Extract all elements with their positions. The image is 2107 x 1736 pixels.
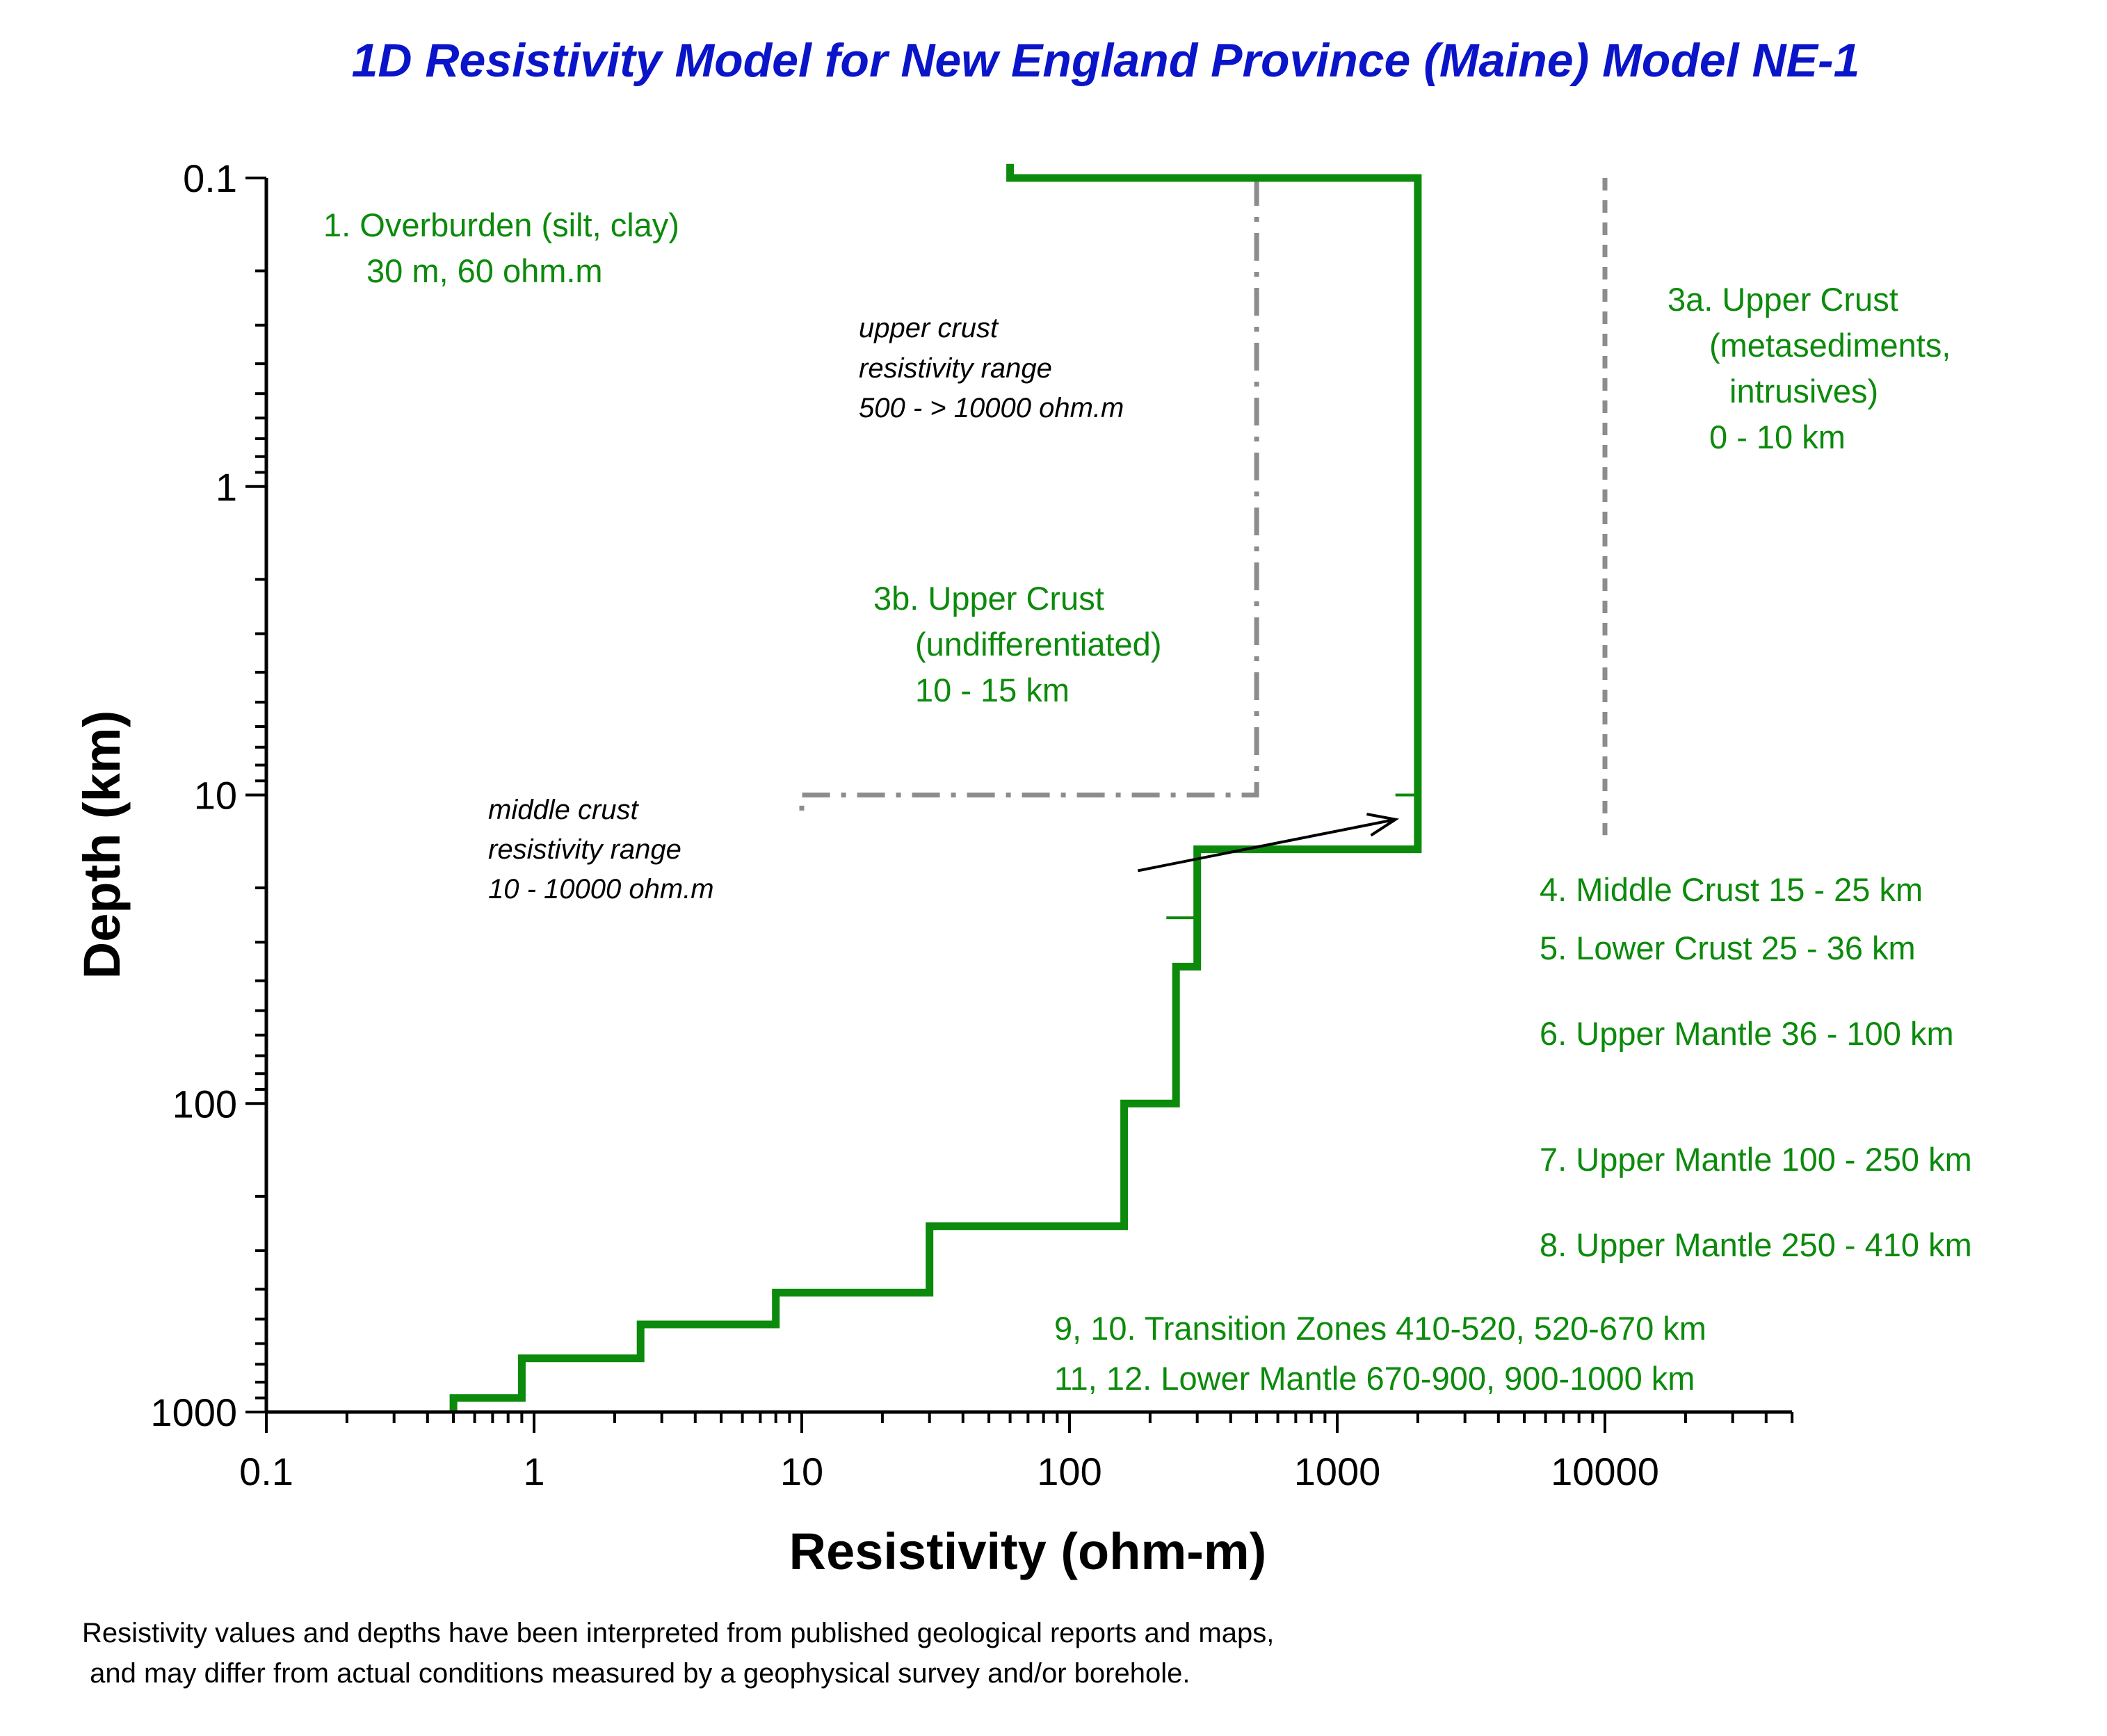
layer-label-lower-crust: 5. Lower Crust 25 - 36 km — [1540, 930, 1916, 966]
x-tick-label: 1000 — [1294, 1450, 1381, 1493]
x-axis-title: Resistivity (ohm-m) — [789, 1523, 1267, 1580]
middle-crust-range-line-1: middle crust — [488, 795, 640, 825]
layer-label-upper-mantle-250-410: 8. Upper Mantle 250 - 410 km — [1540, 1226, 1972, 1263]
upper-crust-3b-line-1: 3b. Upper Crust — [873, 580, 1104, 617]
y-tick-label: 10 — [194, 774, 237, 818]
range-lines — [799, 178, 1608, 836]
arrow-head — [1366, 813, 1400, 837]
layer-label-upper-mantle-36-100: 6. Upper Mantle 36 - 100 km — [1540, 1015, 1954, 1052]
layer-label-lower-mantle: 11, 12. Lower Mantle 670-900, 900-1000 k… — [1054, 1360, 1695, 1397]
arrow-shaft — [1137, 818, 1396, 873]
layer-label-upper-mantle-100-250: 7. Upper Mantle 100 - 250 km — [1540, 1141, 1972, 1178]
axes — [245, 177, 1794, 1433]
overburden-label: 1. Overburden (silt, clay) 30 m, 60 ohm.… — [323, 206, 679, 289]
y-axis-title: Depth (km) — [73, 711, 131, 979]
chart-title: 1D Resistivity Model for New England Pro… — [352, 34, 1860, 87]
upper-crust-range-line-3: 500 - > 10000 ohm.m — [859, 393, 1124, 423]
y-tick-label: 1 — [216, 465, 237, 509]
model-profile-line — [449, 163, 1422, 1412]
upper-crust-range-line — [799, 178, 1259, 820]
upper-crust-3a-label: 3a. Upper Crust (metasediments, intrusiv… — [1668, 281, 1951, 455]
middle-crust-range-line-3: 10 - 10000 ohm.m — [488, 874, 714, 904]
upper-crust-3b-label: 3b. Upper Crust (undifferentiated) 10 - … — [873, 580, 1161, 708]
footnote: Resistivity values and depths have been … — [82, 1618, 1274, 1689]
annotation-arrow — [1137, 813, 1400, 873]
upper-crust-3b-line-3: 10 - 15 km — [915, 672, 1069, 708]
x-tick-label: 1 — [523, 1450, 544, 1493]
upper-crust-range-line-2: resistivity range — [859, 353, 1052, 384]
x-tick-label: 10000 — [1551, 1450, 1659, 1493]
layer-labels: 4. Middle Crust 15 - 25 km 5. Lower Crus… — [1054, 871, 1972, 1397]
y-tick-label: 1000 — [150, 1390, 237, 1434]
upper-crust-3a-line-1: 3a. Upper Crust — [1668, 281, 1898, 318]
upper-crust-range-label: upper crust resistivity range 500 - > 10… — [859, 313, 1124, 423]
layer-label-transition-zones: 9, 10. Transition Zones 410-520, 520-670… — [1054, 1310, 1706, 1347]
middle-crust-range-label: middle crust resistivity range 10 - 1000… — [488, 795, 714, 904]
footnote-line-1: Resistivity values and depths have been … — [82, 1618, 1274, 1648]
y-tick-labels: 0.1 1 10 100 1000 — [150, 156, 237, 1434]
footnote-line-2: and may differ from actual conditions me… — [82, 1658, 1190, 1689]
layer-label-middle-crust: 4. Middle Crust 15 - 25 km — [1540, 871, 1923, 908]
x-tick-label: 10 — [780, 1450, 823, 1493]
x-tick-label: 100 — [1037, 1450, 1101, 1493]
upper-crust-3b-line-2: (undifferentiated) — [915, 626, 1161, 663]
x-tick-label: 0.1 — [239, 1450, 293, 1493]
overburden-line-2: 30 m, 60 ohm.m — [366, 252, 603, 289]
upper-crust-3a-line-4: 0 - 10 km — [1709, 419, 1846, 455]
y-tick-label: 100 — [172, 1082, 237, 1126]
x-tick-labels: 0.1 1 10 100 1000 10000 — [239, 1450, 1659, 1493]
upper-crust-range-line-1: upper crust — [859, 313, 999, 343]
overburden-line-1: 1. Overburden (silt, clay) — [323, 206, 679, 243]
upper-crust-3a-line-3: intrusives) — [1729, 373, 1878, 409]
upper-crust-3a-line-2: (metasediments, — [1709, 327, 1951, 364]
model-profile — [449, 163, 1422, 1412]
y-tick-label: 0.1 — [183, 156, 237, 200]
middle-crust-range-line-2: resistivity range — [488, 834, 681, 865]
